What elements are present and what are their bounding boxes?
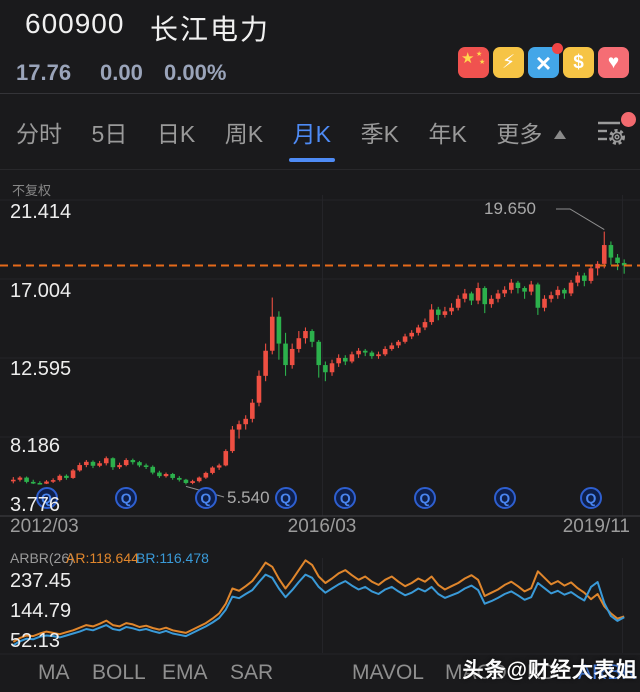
star-glyph: ★: [479, 59, 486, 66]
last-price: 17.76: [16, 60, 72, 85]
period-tab-label: 5日: [91, 120, 128, 147]
indicator-tab-macd[interactable]: MACD: [445, 661, 507, 684]
y-axis-label: 8.186: [10, 435, 61, 457]
compare-icon-glyph: ×: [535, 47, 552, 78]
dividend-q-badge[interactable]: Q: [493, 487, 516, 509]
indicator-tab-ma[interactable]: MA: [38, 661, 70, 684]
indicator-tab-mavol[interactable]: MAVOL: [352, 661, 424, 684]
period-tab-yearly-k[interactable]: 年K: [428, 115, 466, 149]
high-price-annotation: 19.650: [484, 199, 536, 218]
period-tab-5day[interactable]: 5日: [92, 115, 128, 149]
y-axis-label: 21.414: [10, 201, 72, 223]
period-tab-label: 更多: [496, 120, 543, 147]
watermark: 头条@财经大表姐: [462, 659, 638, 682]
indicator-y-label: 52.13: [10, 630, 61, 652]
china-flag-icon[interactable]: ★ ★ ★: [458, 47, 489, 78]
indicator-name[interactable]: ARBR(26): [10, 550, 74, 566]
notification-dot: [620, 111, 636, 127]
stock-code: 600900: [25, 8, 125, 39]
y-axis-label: 12.595: [10, 358, 72, 380]
period-tab-label: 季K: [360, 120, 399, 147]
lightning-icon-glyph: ⚡: [501, 52, 516, 73]
more-caret-icon: [554, 130, 567, 139]
low-price-annotation: 5.540: [227, 488, 270, 507]
x-axis-label: 2012/03: [10, 516, 79, 537]
period-tab-label: 年K: [428, 120, 467, 147]
stock-name: 长江电力: [150, 14, 271, 45]
heart-icon-glyph: ♥: [607, 52, 620, 73]
dividend-q-badge[interactable]: Q: [115, 487, 138, 509]
indicator-tab-boll[interactable]: BOLL: [92, 661, 146, 684]
ar-value-label: AR:118.644: [66, 550, 139, 566]
indicator-tab-ema[interactable]: EMA: [162, 661, 208, 684]
dividend-q-badge[interactable]: Q: [194, 487, 217, 509]
indicator-tab-kdj[interactable]: KDJ: [527, 661, 567, 684]
period-tab-more[interactable]: 更多: [496, 115, 567, 149]
dividend-q-badge[interactable]: Q: [579, 487, 602, 509]
compare-icon[interactable]: ×: [528, 43, 563, 78]
x-axis-label: 2019/11: [562, 516, 630, 537]
heart-icon[interactable]: ♥: [598, 47, 629, 78]
x-axis-label: 2016/03: [287, 516, 357, 537]
dollar-icon[interactable]: $: [563, 47, 594, 78]
indicator-tab-arbr[interactable]: ARBR: [578, 661, 637, 684]
y-axis-label: 17.004: [10, 280, 72, 302]
header-icon-row: ★ ★ ★ ⚡ × $ ♥: [458, 43, 629, 78]
dollar-icon-glyph: $: [573, 52, 584, 73]
period-tab-weekly-k[interactable]: 周K: [225, 115, 263, 149]
indicator-y-label: 237.45: [10, 570, 72, 592]
dividend-q-badge[interactable]: Q: [413, 487, 436, 509]
br-value-label: BR:116.478: [136, 550, 209, 566]
y-axis-label: 3.776: [10, 494, 61, 516]
period-tab-label: 月K: [292, 120, 332, 147]
star-glyph: ★: [461, 50, 475, 67]
price-change-pct: 0.00%: [164, 60, 227, 85]
dividend-q-badge[interactable]: Q: [334, 487, 357, 509]
period-tab-quarterly-k[interactable]: 季K: [361, 115, 399, 149]
period-tab-minute[interactable]: 分时: [16, 115, 62, 149]
header-divider: [0, 93, 640, 94]
dividend-q-badge[interactable]: Q: [35, 487, 58, 509]
indicator-settings-icon[interactable]: [596, 111, 636, 147]
price-change: 0.00: [100, 60, 143, 85]
period-tab-monthly-k[interactable]: 月K: [293, 115, 331, 149]
notification-dot: [552, 43, 563, 54]
indicator-y-label: 144.79: [10, 600, 72, 622]
dividend-q-badge[interactable]: Q: [274, 487, 297, 509]
period-tab-label: 分时: [16, 120, 62, 147]
lightning-icon[interactable]: ⚡: [493, 47, 524, 78]
period-tab-label: 日K: [156, 120, 196, 147]
period-tab-label: 周K: [224, 120, 264, 147]
adjust-mode-label[interactable]: 不复权: [12, 183, 52, 198]
star-glyph: ★: [476, 51, 483, 58]
period-tab-bar: 分时 5日 日K 周K 月K 季K 年K 更多: [0, 94, 640, 170]
period-tab-daily-k[interactable]: 日K: [157, 115, 195, 149]
indicator-tab-sar[interactable]: SAR: [230, 661, 274, 684]
